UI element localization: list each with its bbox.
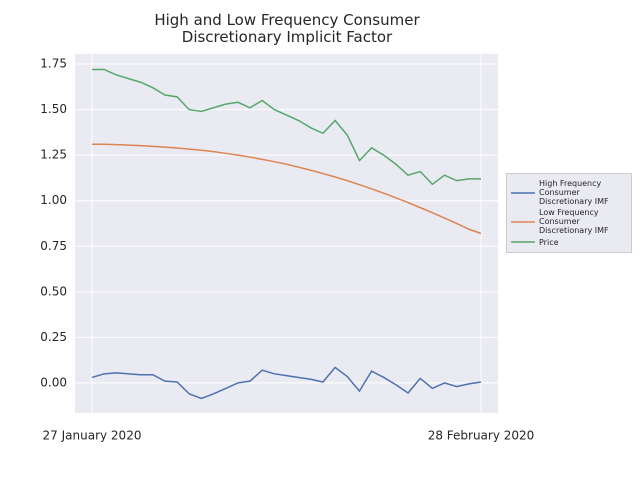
- legend-swatch: [511, 191, 535, 194]
- legend-entry: Price: [507, 237, 631, 247]
- legend-label: Price: [539, 237, 559, 247]
- legend-label: Low Frequency Consumer Discretionary IMF: [539, 208, 609, 235]
- x-tick-label: 27 January 2020: [43, 429, 142, 443]
- legend: High Frequency Consumer Discretionary IM…: [506, 173, 632, 253]
- y-tick-label: 1.00: [40, 193, 67, 207]
- series-line: [92, 143, 482, 235]
- plot-area: [75, 54, 498, 413]
- y-tick-label: 0.50: [40, 284, 67, 298]
- legend-swatch: [511, 241, 535, 243]
- y-tick-label: 0.75: [40, 239, 67, 253]
- series-line: [92, 68, 481, 186]
- y-tick-label: 0.00: [40, 375, 67, 389]
- y-tick-label: 1.50: [40, 102, 67, 116]
- x-tick-label: 28 February 2020: [428, 429, 535, 443]
- legend-entry: High Frequency Consumer Discretionary IM…: [507, 179, 631, 206]
- y-tick-label: 1.75: [40, 57, 67, 71]
- series-line: [91, 366, 482, 400]
- legend-entry: Low Frequency Consumer Discretionary IMF: [507, 208, 631, 235]
- y-tick-label: 0.25: [40, 330, 67, 344]
- legend-swatch: [511, 220, 535, 223]
- y-tick-label: 1.25: [40, 148, 67, 162]
- chart-title: High and Low Frequency Consumer Discreti…: [154, 11, 420, 46]
- legend-label: High Frequency Consumer Discretionary IM…: [539, 179, 609, 206]
